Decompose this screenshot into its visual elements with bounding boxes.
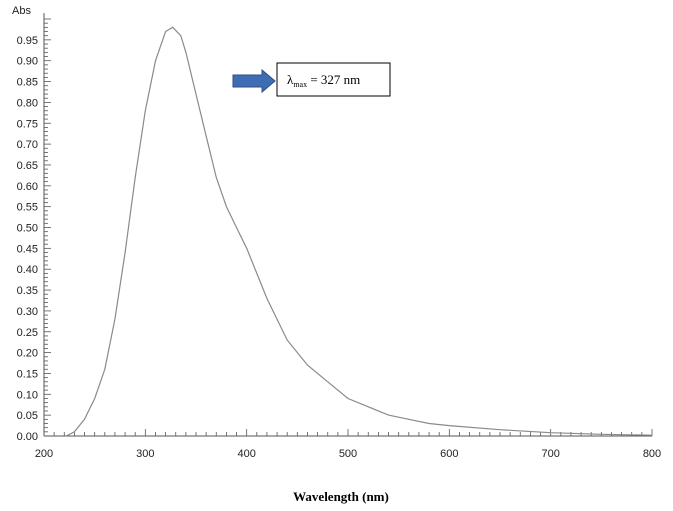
lambda-subscript: max [293,80,307,89]
y-tick-label: 0.00 [17,431,38,443]
y-axis: 0.00 0.05 0.10 0.15 0.20 0.25 0.30 0.35 0.40 0.45… [17,13,51,443]
y-tick-label: 0.60 [17,181,38,193]
absorbance-curve [66,26,653,437]
annotation-text: λmax = 327 nm [287,72,360,89]
x-tick-label: 400 [237,448,255,460]
y-tick-label: 0.20 [17,348,38,360]
y-tick-label: 0.80 [17,97,38,109]
x-tick-label: 700 [541,448,559,460]
y-tick-label: 0.95 [17,35,38,47]
y-axis-title: Abs [12,5,31,17]
y-tick-label: 0.35 [17,285,38,297]
y-tick-label: 0.50 [17,223,38,235]
y-tick-label: 0.30 [17,306,38,318]
x-axis: 200 300 400 500 600 700 800 [35,429,661,460]
y-tick-label: 0.85 [17,77,38,89]
lambda-value: = 327 nm [307,72,360,87]
x-axis-title: Wavelength (nm) [293,489,389,504]
lambda-max-annotation: λmax = 327 nm [232,62,391,97]
x-tick-label: 300 [136,448,154,460]
annotation-box [276,62,391,97]
arrow-right-icon [232,68,276,94]
lambda-symbol: λ [287,72,294,87]
x-tick-label: 600 [440,448,458,460]
y-tick-label: 0.70 [17,139,38,151]
y-tick-label: 0.65 [17,160,38,172]
y-tick-label: 0.90 [17,56,38,68]
y-tick-label: 0.55 [17,202,38,214]
x-tick-label: 200 [35,448,53,460]
y-tick-label: 0.15 [17,368,38,380]
y-tick-label: 0.75 [17,118,38,130]
y-tick-label: 0.45 [17,243,38,255]
y-tick-label: 0.10 [17,389,38,401]
x-tick-label: 800 [643,448,661,460]
y-tick-label: 0.40 [17,264,38,276]
y-tick-label: 0.05 [17,410,38,422]
x-tick-label: 500 [339,448,357,460]
y-tick-label: 0.25 [17,327,38,339]
